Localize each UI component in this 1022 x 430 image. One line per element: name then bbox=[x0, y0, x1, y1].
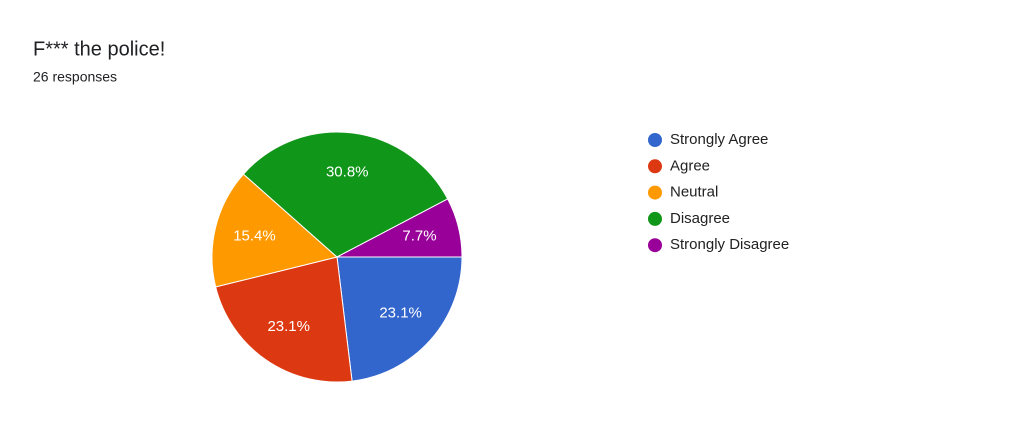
pie-slice bbox=[211, 173, 339, 288]
pie-slice bbox=[336, 198, 463, 258]
legend-label: Agree bbox=[670, 157, 710, 174]
slice-label: 23.1% bbox=[379, 304, 422, 321]
legend-swatch bbox=[648, 133, 662, 147]
legend-label: Neutral bbox=[670, 184, 718, 201]
legend-swatch bbox=[648, 238, 662, 253]
slice-label: 23.1% bbox=[267, 318, 310, 335]
pie-slice bbox=[215, 256, 353, 383]
legend-swatch bbox=[648, 159, 662, 174]
slice-label: 7.7% bbox=[402, 228, 436, 245]
legend-label: Strongly Agree bbox=[670, 131, 768, 148]
chart-subtitle: 26 responses bbox=[33, 69, 117, 85]
legend-label: Strongly Disagree bbox=[670, 236, 789, 253]
chart-title: F*** the police! bbox=[33, 38, 165, 60]
slice-label: 30.8% bbox=[326, 164, 369, 181]
legend-swatch bbox=[648, 185, 662, 200]
slice-label: 15.4% bbox=[233, 228, 276, 245]
legend-label: Disagree bbox=[670, 210, 730, 227]
pie-slice bbox=[242, 131, 449, 258]
legend-swatch bbox=[648, 211, 662, 226]
pie-slice bbox=[336, 256, 463, 382]
